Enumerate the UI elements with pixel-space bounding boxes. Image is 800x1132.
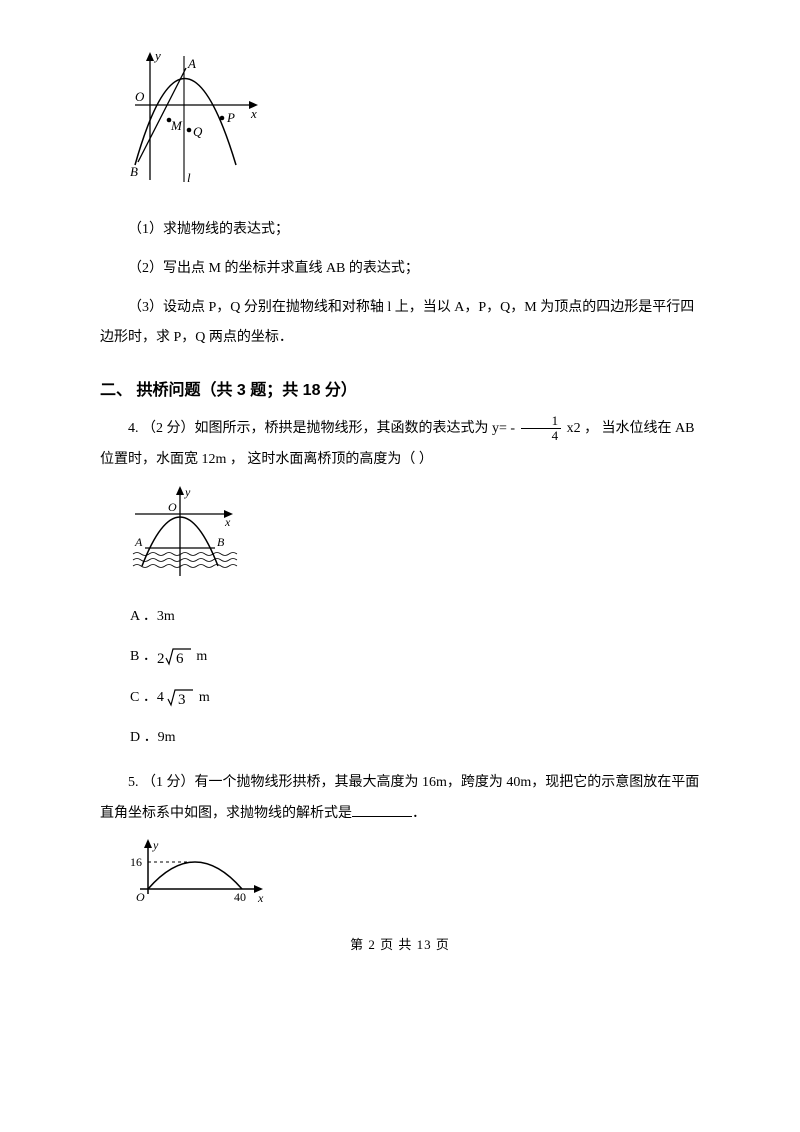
svg-text:x: x (257, 891, 264, 905)
svg-text:O: O (136, 890, 145, 904)
point-q-label: Q (193, 124, 203, 139)
svg-text:A: A (134, 535, 143, 549)
svg-text:40: 40 (234, 890, 246, 904)
q4-text-a: 4. （2 分）如图所示，桥拱是抛物线形，其函数的表达式为 y= - (128, 421, 519, 436)
option-b: B ． 2 6 m (130, 646, 700, 669)
sub-question-3: （3）设动点 P，Q 分别在抛物线和对称轴 l 上，当以 A，P，Q，M 为顶点… (100, 293, 700, 355)
svg-text:y: y (184, 486, 191, 499)
svg-text:16: 16 (130, 855, 142, 869)
svg-text:2: 2 (157, 651, 165, 667)
point-b-label: B (130, 164, 138, 179)
sqrt-2-6-icon: 2 6 (157, 646, 193, 668)
svg-text:3: 3 (178, 692, 186, 708)
line-l-label: l (187, 170, 191, 185)
question-4-text: 4. （2 分）如图所示，桥拱是抛物线形，其函数的表达式为 y= - 14 x2… (100, 414, 700, 476)
svg-text:B: B (217, 535, 225, 549)
svg-text:6: 6 (176, 651, 184, 667)
fraction-one-quarter: 14 (521, 414, 562, 444)
section-2-heading: 二、 拱桥问题（共 3 题；共 18 分） (100, 376, 700, 400)
sqrt-3-icon: 3 (167, 687, 195, 709)
option-c: C ．4 3 m (130, 687, 700, 710)
point-a-label: A (187, 56, 196, 71)
point-m-label: M (170, 118, 183, 133)
svg-text:y: y (152, 839, 159, 852)
option-a: A ．3m (130, 606, 700, 628)
option-d: D ．9m (130, 727, 700, 749)
figure-arch-40m: y O x 16 40 (130, 839, 700, 914)
axis-y-label: y (153, 50, 161, 63)
figure-bridge-arch: y O x A B (130, 486, 700, 586)
page-footer: 第 2 页 共 13 页 (100, 934, 700, 953)
svg-text:O: O (168, 500, 177, 514)
answer-blank[interactable] (352, 803, 412, 817)
sub-question-2: （2）写出点 M 的坐标并求直线 AB 的表达式； (100, 254, 700, 285)
point-p-label: P (226, 110, 235, 125)
origin-label: O (135, 89, 145, 104)
question-5-text: 5. （1 分）有一个抛物线形拱桥，其最大高度为 16m，跨度为 40m，现把它… (100, 768, 700, 830)
figure-parabola-apqm: y O x A B M Q P l (130, 50, 700, 195)
axis-x-label: x (250, 106, 257, 121)
svg-text:x: x (224, 515, 231, 529)
sub-question-1: （1）求抛物线的表达式； (100, 215, 700, 246)
